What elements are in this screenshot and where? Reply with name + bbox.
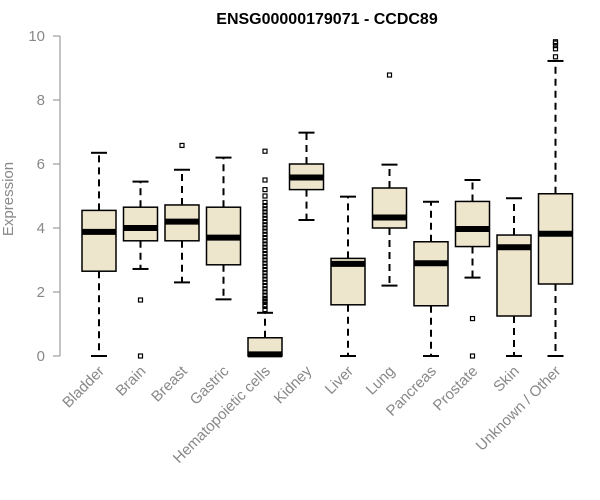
outlier-point	[262, 219, 268, 225]
boxes-group	[81, 39, 574, 359]
outlier-point	[262, 270, 268, 276]
box-iqr	[122, 206, 159, 242]
y-tick-label: 10	[28, 28, 45, 45]
outlier-point	[469, 353, 476, 359]
outlier-point	[262, 276, 268, 282]
x-tick-label: Kidney	[271, 362, 316, 407]
outlier-point	[262, 289, 268, 295]
outlier-point	[262, 247, 268, 253]
x-tick-label: Liver	[322, 363, 357, 398]
outlier-point	[552, 46, 559, 52]
outlier-point	[262, 206, 268, 212]
outlier-point	[137, 353, 144, 359]
box-skin	[496, 197, 532, 357]
outlier-point	[262, 307, 268, 313]
outlier-point	[262, 283, 268, 289]
outlier-point	[262, 302, 268, 308]
box-hematopoietic-cells	[247, 148, 283, 358]
box-bladder	[81, 151, 117, 357]
y-tick-label: 4	[37, 220, 45, 237]
outlier-point	[262, 273, 268, 279]
box-liver	[330, 195, 366, 357]
box-unknown-other	[537, 39, 574, 357]
box-kidney	[288, 131, 325, 221]
y-axis-label: Expression	[0, 162, 17, 236]
y-tick-label: 6	[37, 156, 45, 173]
outlier-point	[262, 228, 268, 234]
outlier-point	[469, 315, 476, 322]
outlier-point	[262, 177, 268, 183]
x-tick-label: Brain	[113, 363, 150, 400]
outlier-point	[262, 295, 268, 301]
outlier-point	[262, 286, 268, 292]
box-iqr	[371, 187, 408, 229]
outlier-point	[552, 54, 559, 60]
y-tick-label: 0	[37, 348, 45, 365]
x-tick-label: Prostate	[430, 363, 482, 415]
outlier-point	[262, 209, 268, 215]
outlier-point	[137, 297, 144, 303]
outlier-point	[262, 148, 268, 154]
outlier-point	[262, 199, 268, 205]
y-axis: 0 2 4 6 8 10	[28, 28, 61, 365]
outlier-point	[262, 212, 268, 218]
outlier-point	[262, 222, 268, 228]
outlier-point	[552, 39, 559, 45]
outlier-point	[262, 257, 268, 263]
box-lung	[371, 72, 408, 287]
outlier-point	[262, 260, 268, 266]
outlier-point	[262, 241, 268, 247]
outlier-point	[262, 193, 268, 199]
outlier-point	[262, 235, 268, 241]
outlier-point	[262, 187, 268, 193]
outlier-point	[262, 251, 268, 257]
x-tick-label: Bladder	[59, 363, 108, 412]
outlier-point	[262, 254, 268, 260]
box-breast	[164, 142, 200, 284]
x-tick-label: Breast	[148, 362, 191, 405]
outlier-point	[386, 72, 393, 78]
outlier-point	[262, 215, 268, 221]
outlier-point	[262, 244, 268, 250]
chart-title: ENSG00000179071 - CCDC89	[216, 11, 438, 28]
box-gastric	[205, 156, 242, 301]
outlier-point	[179, 142, 185, 149]
box-iqr	[413, 241, 449, 307]
y-tick-label: 2	[37, 284, 45, 301]
x-tick-label: Lung	[363, 363, 399, 399]
box-iqr	[81, 209, 117, 272]
box-iqr	[454, 200, 491, 248]
outlier-point	[262, 263, 268, 269]
outlier-point	[262, 225, 268, 231]
outlier-point	[262, 279, 268, 285]
box-prostate	[454, 179, 491, 359]
box-iqr	[537, 193, 574, 285]
y-tick-label: 8	[37, 92, 45, 109]
outlier-point	[262, 292, 268, 298]
x-tick-label: Skin	[490, 363, 523, 396]
outlier-point	[262, 267, 268, 273]
outlier-point	[262, 203, 268, 209]
outlier-point	[262, 238, 268, 244]
box-brain	[122, 180, 159, 359]
box-pancreas	[413, 200, 449, 357]
outlier-point	[262, 231, 268, 237]
